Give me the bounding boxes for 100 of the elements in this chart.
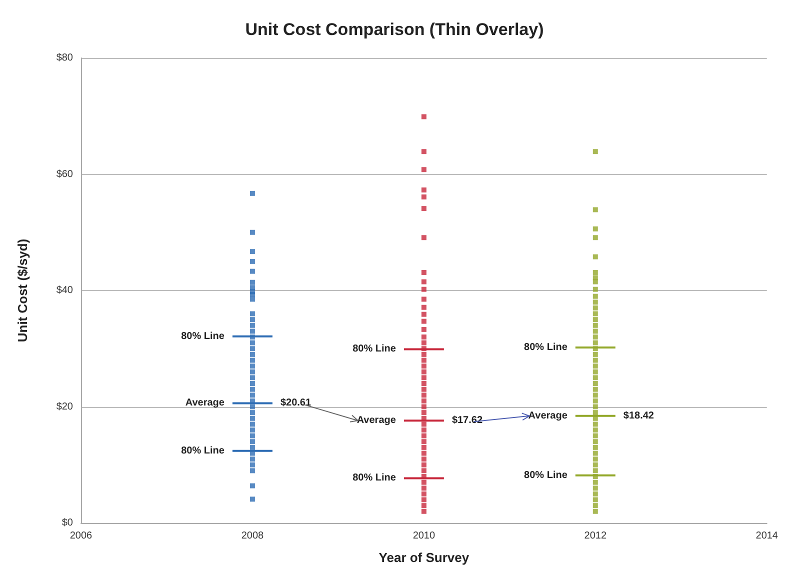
annotation: $20.61 [280,398,312,409]
point [421,334,426,340]
point [592,340,598,346]
point [250,268,255,274]
point [592,254,598,260]
point [421,381,426,386]
point [421,433,426,438]
point [592,305,598,310]
point [250,369,255,374]
point [250,428,255,432]
point [250,317,255,322]
point [250,230,255,235]
point [250,468,255,474]
annotation: 80% Line [181,330,225,342]
point [421,279,426,284]
point [421,491,426,496]
point [250,280,255,285]
chart-title: Unit Cost Comparison (Thin Overlay) [245,20,544,39]
y-tick-label: $80 [56,52,74,64]
point [421,352,426,357]
point [250,386,255,392]
annotation: Average [528,410,568,422]
point [250,292,255,298]
annotation: 80% Line [524,342,568,353]
point [592,364,598,369]
point [421,480,426,485]
point [421,450,426,456]
annotation: 80% Line [352,472,396,484]
point [421,386,426,392]
point [592,369,598,374]
point [421,187,426,192]
point [250,296,255,302]
point [592,392,598,398]
point [250,340,255,346]
point [592,480,598,485]
y-tick-label: $60 [56,168,74,180]
point [592,300,598,305]
point [421,375,426,380]
point [250,358,255,363]
point [250,404,255,410]
point [592,508,598,514]
point [421,114,426,120]
point [592,317,598,322]
point [592,226,598,232]
point [421,462,426,468]
point [250,352,255,357]
point [250,258,255,264]
point [250,328,255,334]
point [592,322,598,328]
point [421,235,426,240]
point [592,286,598,292]
point [421,149,426,154]
point [592,207,598,212]
point [250,444,255,450]
annotation: 80% Line [181,445,225,456]
point [592,275,598,280]
point [592,311,598,316]
point [592,386,598,392]
point [592,270,598,275]
annotation: $17.62 [452,415,483,426]
annotation: $18.42 [623,410,654,422]
point [592,450,598,456]
point [592,334,598,340]
point [421,194,426,200]
point [592,294,598,299]
point [592,328,598,334]
point [592,444,598,450]
point [421,206,426,212]
annotation: 80% Line [352,344,396,355]
y-tick-label: $0 [62,518,74,528]
point [250,190,255,196]
point [592,462,598,468]
point [250,410,255,416]
point [592,456,598,462]
point [421,364,426,369]
point [592,410,598,416]
point [421,486,426,491]
point [250,416,255,421]
point [250,322,255,328]
x-axis-title: Year of Survey [378,550,470,565]
point [250,433,255,438]
point [421,410,426,416]
point [421,340,426,346]
point [250,364,255,369]
point [250,462,255,468]
point [421,422,426,427]
point [592,433,598,438]
point [421,503,426,508]
point [421,439,426,444]
point [421,444,426,450]
annotation: Average [185,398,225,409]
point [250,439,255,444]
point [421,286,426,292]
point [250,375,255,380]
point [421,167,426,172]
point [250,249,255,254]
point [250,311,255,316]
point [592,468,598,474]
point [421,369,426,374]
point [592,439,598,444]
